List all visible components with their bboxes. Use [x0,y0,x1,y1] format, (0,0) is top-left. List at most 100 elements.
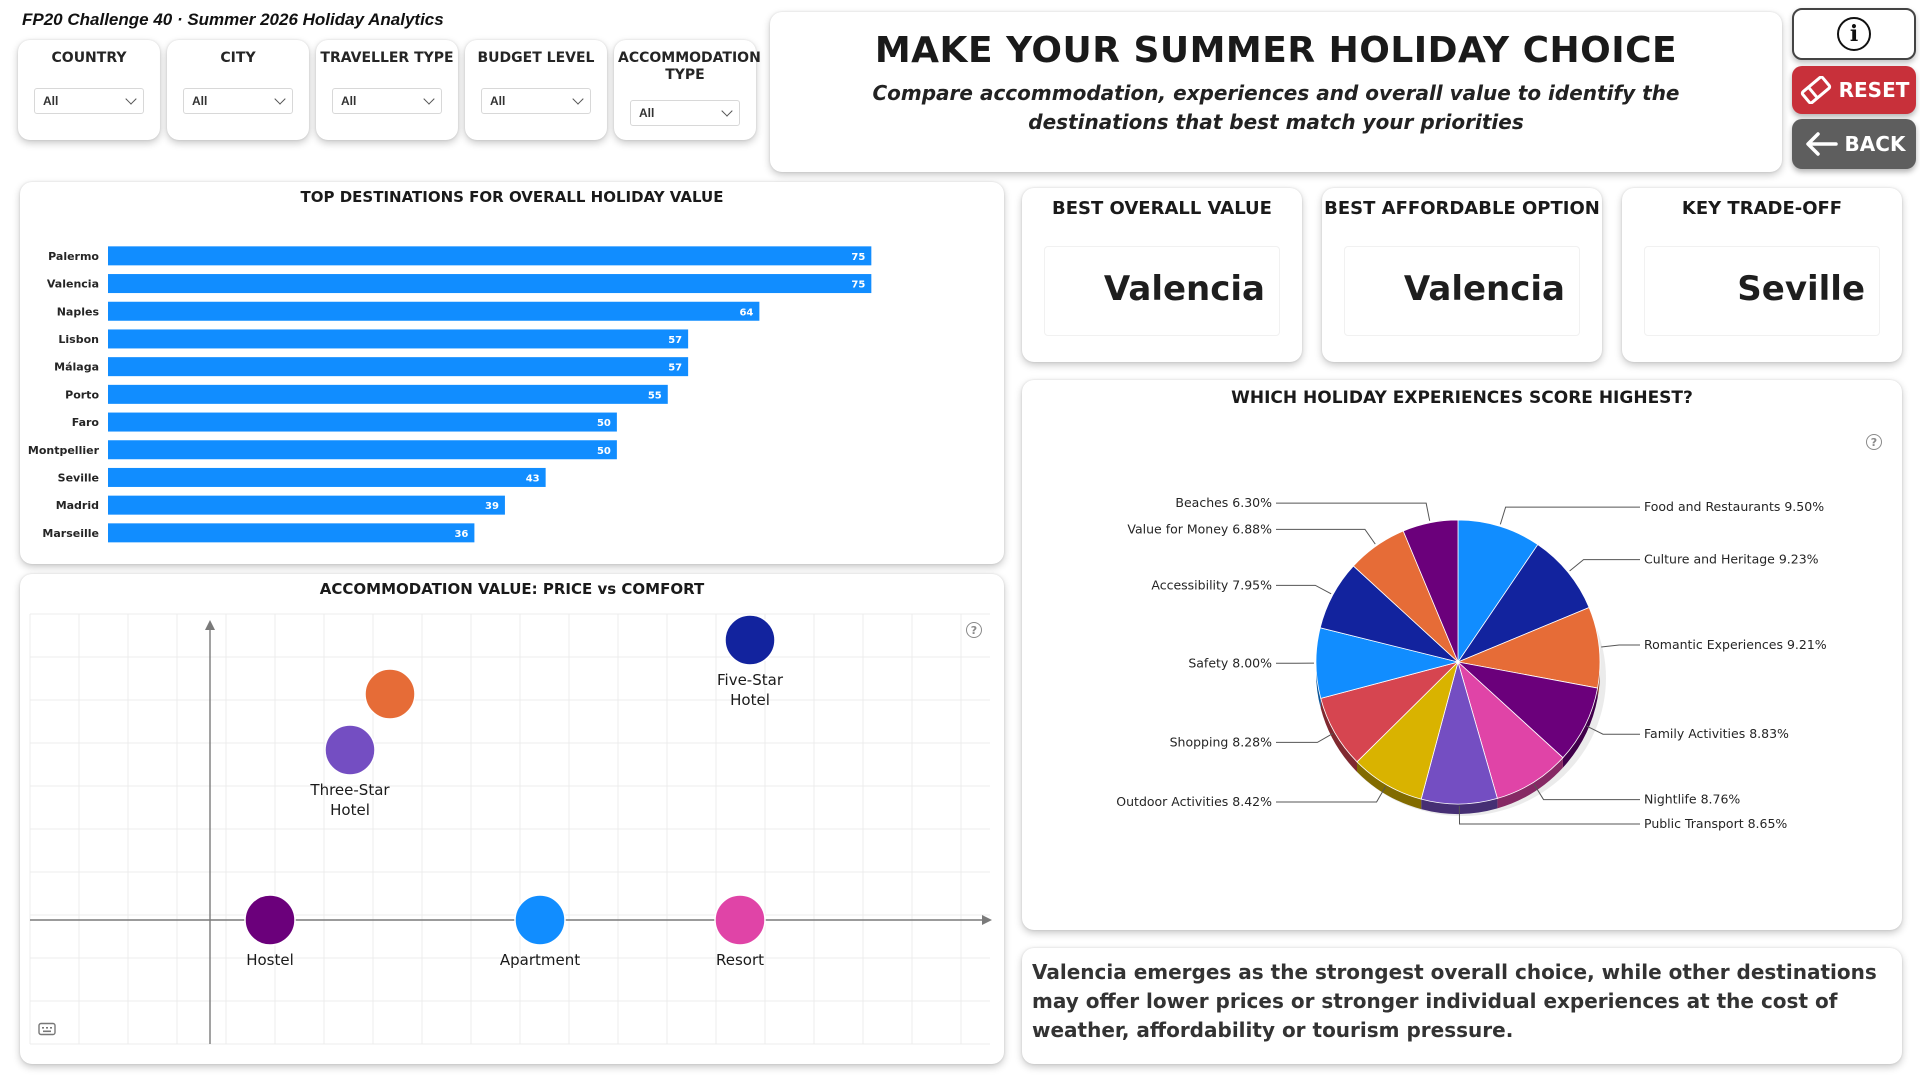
slicer-accommodation-type[interactable]: ACCOMMODATION TYPE All [614,40,761,140]
info-button[interactable]: i [1792,8,1916,60]
experiences-pie-card: WHICH HOLIDAY EXPERIENCES SCORE HIGHEST?… [1022,380,1902,930]
pie-slice-label: Value for Money 6.88% [1127,521,1272,536]
slicer-budget-level[interactable]: BUDGET LEVEL All [465,40,607,140]
bar[interactable] [108,357,689,377]
bar-value-label: 43 [526,473,540,484]
pie-slice-label: Family Activities 8.83% [1644,726,1789,741]
bar-category-label: Naples [57,305,100,318]
bar[interactable] [108,523,475,543]
slicer-traveller-type-label: TRAVELLER TYPE [320,50,454,66]
bar-category-label: Málaga [54,361,99,374]
slicer-country-dropdown[interactable]: All [34,88,144,114]
scatter-point[interactable] [364,668,416,720]
app-title: FP20 Challenge 40 · Summer 2026 Holiday … [22,10,444,29]
pie-slice-label: Romantic Experiences 9.21% [1644,637,1827,652]
header-card: MAKE YOUR SUMMER HOLIDAY CHOICE Compare … [770,12,1782,172]
pie-slice-label: Food and Restaurants 9.50% [1644,499,1824,514]
scatter-point[interactable] [724,614,776,666]
kpi-inner-box: Seville [1644,246,1880,336]
bar-value-label: 39 [485,501,499,512]
slicer-city-dropdown[interactable]: All [183,88,293,114]
pie-slice[interactable] [1456,606,1601,689]
pie-leader-line [1276,528,1376,545]
slicer-traveller-type-dropdown[interactable]: All [332,88,442,114]
scatter-point[interactable] [324,724,376,776]
bar-value-label: 55 [648,390,662,401]
pie-leader-line [1276,733,1334,743]
slicer-traveller-type[interactable]: TRAVELLER TYPE All [316,40,458,140]
kpi-title: BEST AFFORDABLE OPTION [1324,198,1600,219]
slicer-budget-level-label: BUDGET LEVEL [477,50,595,66]
bar-value-label: 75 [851,280,865,291]
scatter-point-label: Hotel [330,801,370,819]
bar-value-label: 57 [668,335,682,346]
back-button[interactable]: BACK [1792,119,1916,169]
scatter-point[interactable] [714,894,766,946]
pie-leader-line [1586,725,1640,735]
slicer-budget-level-dropdown[interactable]: All [481,88,591,114]
help-icon[interactable]: ? [1866,434,1882,450]
scatter-point[interactable] [244,894,296,946]
x-axis-arrow [982,915,992,925]
reset-button[interactable]: RESET [1792,66,1916,114]
kpi-best-affordable-option: BEST AFFORDABLE OPTION Valencia [1322,188,1602,362]
kpi-best-overall-value: BEST OVERALL VALUE Valencia [1022,188,1302,362]
pie-slice[interactable] [1456,543,1590,663]
chevron-down-icon [572,93,584,105]
slicer-accommodation-type-value: All [639,106,655,120]
slicer-country[interactable]: COUNTRY All [18,40,160,140]
pie-chart-title: WHICH HOLIDAY EXPERIENCES SCORE HIGHEST? [1231,388,1693,408]
pie-slice[interactable] [1402,519,1459,663]
slicer-city[interactable]: CITY All [167,40,309,140]
bar-value-label: 36 [454,529,468,540]
scatter-point[interactable] [514,894,566,946]
bar[interactable] [108,274,872,294]
bar-category-label: Marseille [42,527,99,540]
y-axis-arrow [205,620,215,630]
pie-slice-label: Public Transport 8.65% [1644,816,1787,831]
bar[interactable] [108,301,760,321]
bar[interactable] [108,329,689,349]
pie-slice-label: Shopping 8.28% [1170,734,1273,749]
bar-value-label: 50 [597,446,611,457]
bar-value-label: 50 [597,418,611,429]
bar-category-label: Montpellier [28,444,100,457]
kpi-title: BEST OVERALL VALUE [1052,198,1272,219]
scatter-point-label: Hostel [246,951,294,969]
bar[interactable] [108,495,505,515]
pie-slice-side [1357,761,1422,810]
slicer-accommodation-type-dropdown[interactable]: All [630,100,740,126]
pie-slice[interactable] [1457,519,1539,664]
bar-category-label: Madrid [56,499,99,512]
scatter-chart-title: ACCOMMODATION VALUE: PRICE vs COMFORT [319,580,705,598]
reset-label: RESET [1838,78,1910,102]
pie-leader-line [1533,784,1640,801]
info-icon: i [1837,17,1871,51]
kpi-value: Valencia [1103,269,1265,309]
kpi-key-trade-off: KEY TRADE-OFF Seville [1622,188,1902,362]
top-destinations-card: TOP DESTINATIONS FOR OVERALL HOLIDAY VAL… [20,182,1004,564]
insight-text: Valencia emerges as the strongest overal… [1032,960,1877,1042]
back-label: BACK [1844,132,1906,156]
chevron-down-icon [125,93,137,105]
bar-value-label: 57 [668,363,682,374]
kpi-value: Valencia [1403,269,1565,309]
scatter-point-label: Resort [716,951,764,969]
scatter-chart: Hostel Apartment Resort Three-Star Hotel Five… [29,613,992,1045]
bar[interactable] [108,440,617,460]
bar[interactable] [108,412,617,432]
keyboard-icon[interactable] [38,1022,56,1036]
pie-leader-line [1601,644,1640,648]
bar[interactable] [108,246,872,266]
bar-category-label: Lisbon [58,333,99,346]
slicer-country-value: All [43,94,59,108]
bar[interactable] [108,467,546,487]
bar[interactable] [108,384,668,404]
chevron-down-icon [274,93,286,105]
page-subtitle: Compare accommodation, experiences and o… [872,81,1680,134]
pie-slice-label: Nightlife 8.76% [1644,792,1740,807]
pie-leader-line [1276,584,1332,595]
pie-slice-label: Accessibility 7.95% [1151,577,1272,592]
bar-value-label: 75 [851,252,865,263]
help-icon[interactable]: ? [966,622,982,638]
